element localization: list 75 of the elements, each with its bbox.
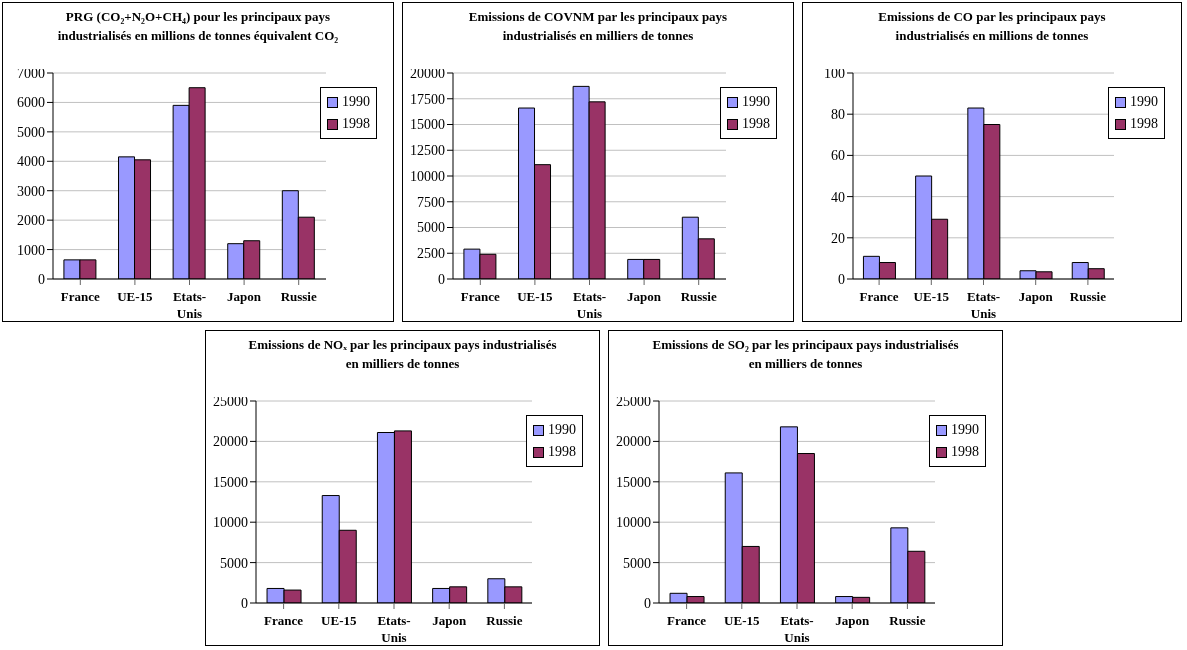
y-tick-label: 5000 <box>417 220 445 236</box>
x-tick-label: Japon <box>432 613 467 628</box>
y-tick-label: 17500 <box>410 91 445 107</box>
y-tick-label: 0 <box>438 271 445 287</box>
y-tick-label: 20000 <box>410 65 445 81</box>
x-tick-label: UE-15 <box>117 289 154 304</box>
legend-label: 1998 <box>1130 115 1158 133</box>
x-tick-label: Russie <box>280 289 317 304</box>
y-tick-label: 15000 <box>616 474 651 490</box>
y-tick-label: 20000 <box>213 434 248 450</box>
x-tick-label: UE-15 <box>913 289 950 304</box>
y-tick-label: 12500 <box>410 143 445 159</box>
y-tick-label: 10000 <box>616 515 651 531</box>
y-tick-label: 20000 <box>616 434 651 450</box>
y-tick-label: 3000 <box>17 183 45 199</box>
x-tick-label: Russie <box>486 613 523 628</box>
y-tick-label: 40 <box>831 189 845 205</box>
chart-title: PRG (CO₂+N₂O+CH₄) pour les principaux pays industrialisés en millions de tonnes équivalent CO₂ <box>57 9 339 43</box>
x-tick-label: France <box>859 289 899 304</box>
legend-label: 1998 <box>548 443 576 461</box>
x-tick-label: Etats-Unis <box>377 613 411 645</box>
y-tick-label: 4000 <box>17 154 45 170</box>
x-tick-label: Russie <box>889 613 926 628</box>
x-tick-label: Japon <box>1018 289 1054 304</box>
y-tick-label: 0 <box>644 595 651 611</box>
x-tick-label: UE-15 <box>724 613 760 628</box>
x-tick-label: Russie <box>680 289 717 304</box>
y-tick-label: 15000 <box>410 117 445 133</box>
x-tick-label: Russie <box>1069 289 1107 304</box>
legend-label: 1990 <box>951 421 979 439</box>
x-tick-label: Etats-Unis <box>572 289 607 321</box>
chart-title: Emissions de NOₓ par les principaux pays industrialisés en milliers de tonnes <box>248 337 557 371</box>
y-tick-label: 0 <box>38 271 45 287</box>
x-tick-label: Etats-Unis <box>172 289 207 321</box>
y-tick-label: 7000 <box>17 65 45 81</box>
x-tick-label: UE-15 <box>321 613 357 628</box>
legend-label: 1990 <box>742 93 770 111</box>
y-tick-label: 5000 <box>220 555 248 571</box>
y-tick-label: 25000 <box>616 393 651 409</box>
y-tick-label: 5000 <box>623 555 651 571</box>
legend-label: 1998 <box>342 115 370 133</box>
legend-label: 1990 <box>548 421 576 439</box>
y-tick-label: 20 <box>831 230 845 246</box>
y-tick-label: 80 <box>831 107 845 123</box>
x-tick-label: France <box>460 289 501 304</box>
y-tick-label: 10000 <box>213 515 248 531</box>
legend-label: 1990 <box>1130 93 1158 111</box>
chart-title: Emissions de CO par les principaux pays industrialisés en millions de tonnes <box>878 9 1106 43</box>
y-tick-label: 0 <box>241 595 248 611</box>
legend-label: 1998 <box>951 443 979 461</box>
y-tick-label: 2500 <box>417 246 445 262</box>
y-tick-label: 10000 <box>410 168 445 184</box>
x-tick-label: Etats-Unis <box>966 289 1001 321</box>
x-tick-label: Japon <box>835 613 870 628</box>
legend-label: 1998 <box>742 115 770 133</box>
y-tick-label: 100 <box>824 65 845 81</box>
x-tick-label: France <box>667 613 707 628</box>
x-tick-label: Japon <box>227 289 262 304</box>
y-tick-label: 0 <box>838 271 845 287</box>
x-tick-label: Japon <box>627 289 662 304</box>
x-tick-label: UE-15 <box>517 289 554 304</box>
y-tick-label: 25000 <box>213 393 248 409</box>
y-tick-label: 5000 <box>17 124 45 140</box>
x-tick-label: France <box>264 613 304 628</box>
y-tick-label: 2000 <box>17 213 45 229</box>
y-tick-label: 1000 <box>17 242 45 258</box>
y-tick-label: 6000 <box>17 95 45 111</box>
x-tick-label: France <box>60 289 101 304</box>
chart-title: Emissions de COVNM par les principaux pays industrialisés en milliers de tonnes <box>468 9 728 43</box>
y-tick-label: 7500 <box>417 194 445 210</box>
legend-label: 1990 <box>342 93 370 111</box>
chart-title: Emissions de SO₂ par les principaux pays industrialisés en milliers de tonnes <box>652 337 959 371</box>
y-tick-label: 60 <box>831 148 845 164</box>
y-tick-label: 15000 <box>213 474 248 490</box>
x-tick-label: Etats-Unis <box>780 613 814 645</box>
